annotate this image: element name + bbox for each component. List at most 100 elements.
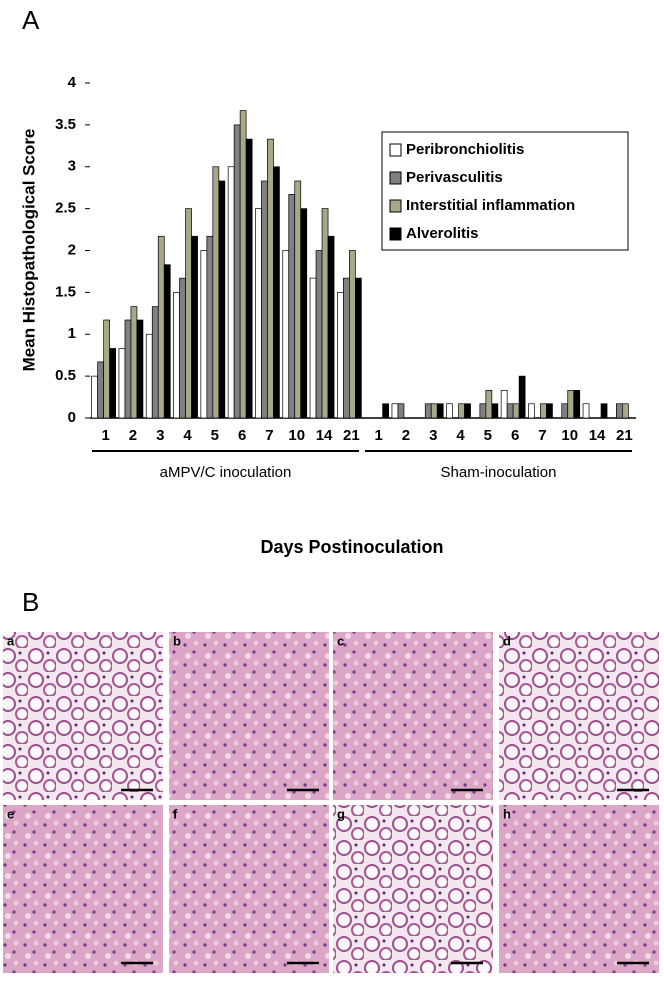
bar: [261, 180, 268, 419]
bar: [321, 208, 329, 419]
bar: [615, 403, 623, 419]
bar: [518, 375, 526, 419]
bar: [397, 403, 405, 419]
legend-swatch: [389, 143, 402, 157]
bar: [506, 403, 514, 419]
micrograph-label: d: [503, 633, 511, 648]
legend-label: Perivasculitis: [406, 169, 503, 186]
y-tick-label: 1.5: [55, 283, 76, 300]
bar: [582, 403, 590, 419]
y-tick-label: 2.5: [55, 200, 76, 217]
bar: [136, 319, 144, 419]
micrograph: [169, 805, 329, 973]
bar: [540, 403, 547, 419]
bar: [206, 235, 214, 419]
legend-swatch: [389, 227, 402, 241]
bar: [273, 166, 280, 419]
bar: [528, 403, 535, 419]
bar: [239, 110, 247, 419]
y-tick-label: 3.5: [55, 116, 76, 133]
micrograph: [333, 805, 493, 973]
x-tick-label: 14: [316, 427, 333, 444]
bar: [500, 390, 508, 419]
x-tick-label: 6: [238, 427, 246, 444]
bar: [567, 390, 575, 419]
legend-swatch: [389, 199, 402, 213]
x-tick-label: 2: [129, 427, 137, 444]
bar: [191, 235, 198, 419]
bar: [179, 277, 186, 419]
group-label: aMPV/C inoculation: [160, 464, 292, 481]
x-tick-label: 1: [101, 427, 109, 444]
y-tick-label: 3: [68, 158, 76, 175]
y-tick-label: 1: [68, 325, 76, 342]
bar: [464, 403, 471, 419]
x-tick-label: 2: [402, 427, 410, 444]
legend-box: [381, 131, 629, 251]
x-tick-label: 10: [561, 427, 578, 444]
bar: [309, 277, 317, 419]
micrograph-label: e: [7, 806, 14, 821]
bar: [288, 194, 296, 419]
bar: [349, 250, 356, 419]
x-tick-label: 4: [183, 427, 192, 444]
bar: [245, 138, 253, 419]
panel-label: B: [22, 587, 39, 617]
y-tick-label: 0: [68, 409, 76, 426]
micrograph-label: g: [337, 806, 345, 821]
micrograph: [169, 632, 329, 800]
x-tick-label: 4: [456, 427, 465, 444]
bar: [294, 180, 302, 419]
legend-label: Peribronchiolitis: [406, 141, 524, 158]
bar: [124, 319, 132, 419]
bar: [561, 403, 569, 419]
bar: [185, 208, 192, 419]
x-tick-label: 3: [429, 427, 437, 444]
bar: [430, 403, 438, 419]
bar: [91, 375, 99, 419]
bar: [446, 403, 453, 419]
micrograph-grid: a b c d e f g h: [3, 632, 659, 973]
bar: [382, 403, 389, 419]
x-tick-label: 7: [538, 427, 546, 444]
panel-label: A: [22, 5, 40, 35]
bar: [343, 277, 350, 419]
x-tick-label: 21: [343, 427, 360, 444]
micrograph-label: c: [337, 633, 344, 648]
bar: [267, 138, 274, 419]
bar: [163, 264, 171, 419]
x-tick-label: 5: [211, 427, 219, 444]
bar: [300, 208, 308, 419]
y-axis-label: Mean Histopathological Score: [19, 129, 38, 372]
bar: [424, 403, 432, 419]
legend-label: Alverolitis: [406, 225, 479, 242]
bar: [227, 166, 235, 419]
bar: [479, 403, 487, 419]
bar: [391, 403, 399, 419]
y-tick-label: 0.5: [55, 367, 76, 384]
bar: [315, 250, 323, 419]
x-tick-label: 6: [511, 427, 519, 444]
bar: [282, 250, 290, 419]
bar: [327, 235, 335, 419]
x-axis-label: Days Postinoculation: [260, 537, 443, 557]
bar: [573, 390, 581, 419]
legend-swatch: [389, 171, 402, 185]
micrograph-label: b: [173, 633, 181, 648]
legend-label: Interstitial inflammation: [406, 197, 575, 214]
x-tick-label: 1: [374, 427, 382, 444]
micrograph: [3, 632, 163, 800]
bar: [491, 403, 499, 419]
bar: [512, 403, 520, 419]
micrograph: [499, 632, 659, 800]
bar: [157, 235, 165, 419]
bar: [546, 403, 553, 419]
bar: [109, 348, 117, 419]
bar: [212, 166, 220, 419]
bar: [337, 292, 344, 419]
bar: [173, 292, 180, 419]
bar: [103, 319, 111, 419]
bar: [355, 277, 362, 419]
